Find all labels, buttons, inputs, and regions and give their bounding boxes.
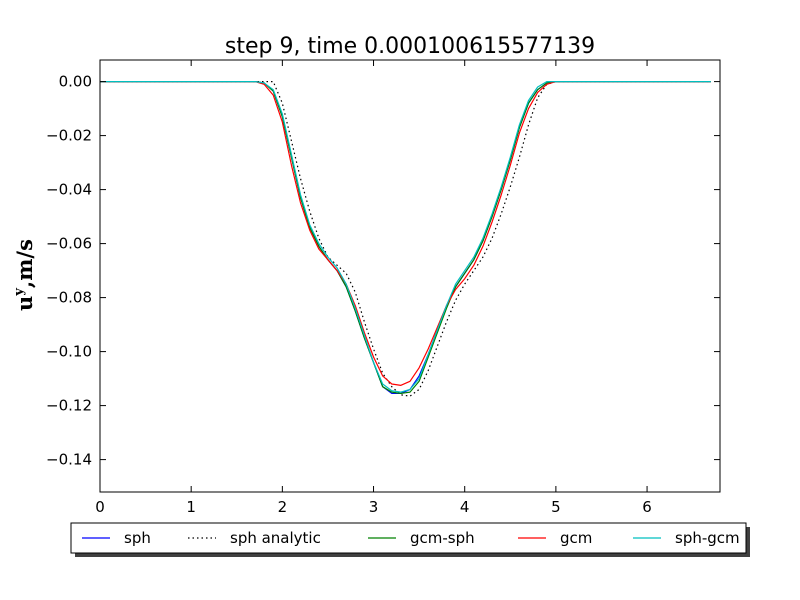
legend: sph sph analytic gcm-sph gcm sph-gcm: [70, 522, 750, 557]
series-layer: [100, 80, 711, 397]
y-tick-label: −0.12: [46, 397, 92, 415]
y-tick-label: −0.14: [46, 451, 92, 469]
chart-title: step 9, time 0.000100615577139: [225, 34, 595, 59]
plot-frame: [99, 59, 721, 493]
legend-label: sph analytic: [230, 529, 321, 547]
x-tick-label: 3: [369, 498, 379, 516]
series-line-sph-analytic: [100, 80, 711, 397]
y-axis-label-main: u: [12, 296, 37, 311]
y-tick-label: −0.06: [46, 235, 92, 253]
series-line-sph-gcm: [100, 80, 711, 393]
axes-layer: 0 1 2 3 4 5 6 0.00 −0.02 −0.04 −0.06 −0.08 −0.10 −0.1…: [46, 59, 721, 516]
y-axis-label-sup: y: [12, 288, 27, 297]
x-tick-label: 6: [642, 498, 652, 516]
y-tick-label: 0.00: [59, 73, 92, 91]
y-tick-label: −0.10: [46, 343, 92, 361]
x-tick-label: 0: [95, 498, 105, 516]
x-tick-label: 4: [460, 498, 470, 516]
x-tick-label: 5: [551, 498, 561, 516]
x-tick-label: 2: [278, 498, 288, 516]
y-axis-label-rest: ,m/s: [12, 239, 37, 288]
y-tick-label: −0.04: [46, 181, 92, 199]
y-tick-label: −0.08: [46, 289, 92, 307]
legend-label: sph: [124, 529, 151, 547]
y-axis-label: uy,m/s: [12, 239, 37, 311]
legend-label: gcm-sph: [410, 529, 475, 547]
legend-label: gcm: [560, 529, 592, 547]
y-tick-label: −0.02: [46, 127, 92, 145]
x-tick-label: 1: [186, 498, 196, 516]
legend-label: sph-gcm: [675, 529, 740, 547]
series-line-gcm: [100, 80, 711, 386]
